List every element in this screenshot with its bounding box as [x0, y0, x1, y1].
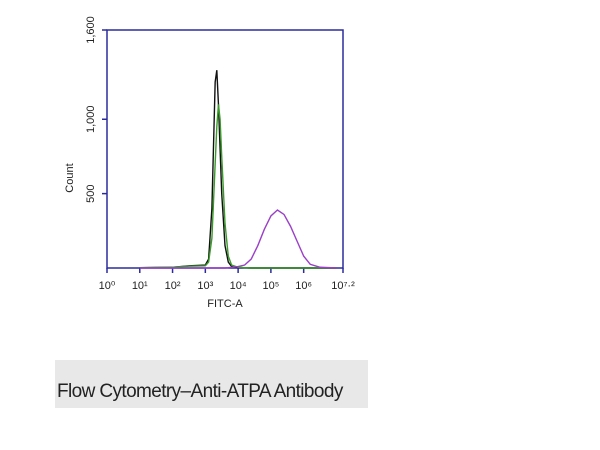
- x-tick-label: 10¹: [132, 280, 148, 292]
- caption: Flow Cytometry–Anti-ATPA Antibody: [57, 381, 343, 402]
- x-tick-label: 10⁶: [295, 280, 312, 292]
- x-tick-label: 10²: [165, 280, 181, 292]
- series-line: [139, 70, 337, 269]
- y-tick-label: 1,600: [85, 16, 97, 44]
- x-tick-label: 10⁰: [99, 280, 116, 292]
- caption-box: Flow Cytometry–Anti-ATPA Antibody: [55, 360, 368, 408]
- x-tick-label: 10⁵: [262, 280, 279, 292]
- x-tick-label: 10⁷·²: [331, 280, 355, 292]
- x-tick-label: 10⁴: [230, 280, 247, 292]
- y-tick-label: 500: [85, 184, 97, 202]
- y-axis-label: Count: [64, 163, 76, 192]
- x-tick-label: 10³: [197, 280, 213, 292]
- y-tick-label: 1,000: [85, 105, 97, 133]
- x-axis-label: FITC-A: [207, 298, 243, 310]
- series-line: [139, 104, 337, 269]
- plot-frame: [106, 29, 344, 269]
- series-line: [139, 209, 337, 269]
